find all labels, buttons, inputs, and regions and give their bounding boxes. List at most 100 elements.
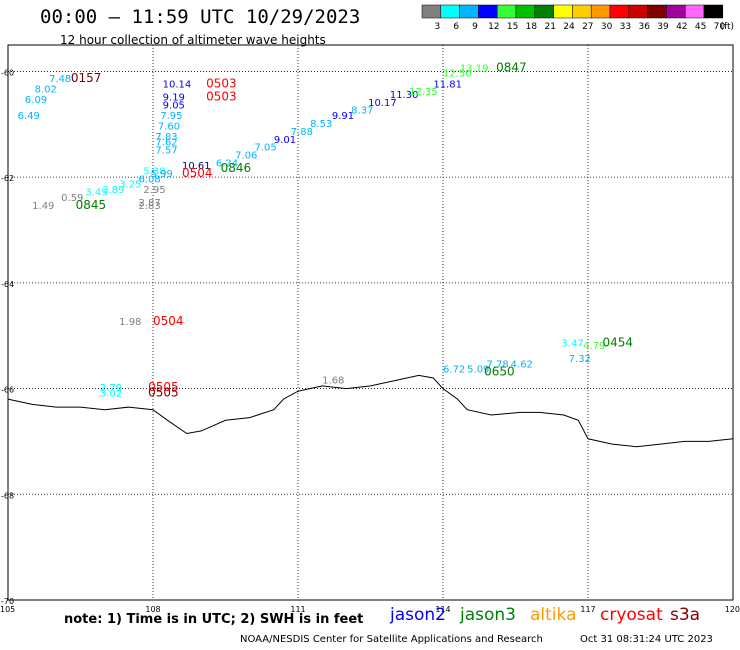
wave-height-label: 2.79 <box>100 383 122 394</box>
lat-tick-label: -66 <box>1 386 14 395</box>
wave-height-label: 8.02 <box>35 85 57 96</box>
lon-tick-label: 117 <box>580 605 595 614</box>
wave-height-label: 7.06 <box>235 151 257 162</box>
color-scale-label: 30 <box>601 22 613 32</box>
color-scale-label: 18 <box>526 22 538 32</box>
color-scale-swatch <box>666 4 686 19</box>
color-scale-swatch <box>553 4 573 19</box>
coastline <box>7 374 734 448</box>
wave-height-label: 10.14 <box>163 79 192 90</box>
color-scale-swatch <box>440 4 460 19</box>
color-scale-swatch <box>684 4 705 19</box>
wave-height-label: 3.02 <box>100 389 122 400</box>
wave-height-label: 9.01 <box>274 135 296 146</box>
pass-time-label: 0503 <box>206 76 237 90</box>
color-scale-swatch <box>421 4 442 19</box>
wave-height-label: 7.88 <box>291 127 313 138</box>
wave-height-label: 11.30 <box>390 90 419 101</box>
wave-height-label: 13.19 <box>460 63 489 74</box>
pass-time-label: 0503 <box>206 90 237 104</box>
pass-time-label: 0847 <box>496 60 527 74</box>
satellite-legend-jason2: jason2 <box>390 605 446 625</box>
lon-tick-label: 108 <box>145 605 160 614</box>
pass-time-label: 0454 <box>603 335 634 349</box>
wave-height-label: 7.83 <box>155 132 177 143</box>
color-scale-label: 33 <box>620 22 631 32</box>
pass-time-label: 0650 <box>484 364 515 378</box>
wave-height-label: 9.19 <box>163 93 185 104</box>
color-scale-label: 24 <box>563 22 575 32</box>
page-subtitle: 12 hour collection of altimeter wave hei… <box>60 33 326 47</box>
wave-height-label: 6.09 <box>25 95 47 106</box>
color-scale-swatch <box>703 4 724 19</box>
pass-time-label: 0505 <box>148 386 179 400</box>
wave-height-label: 5.99 <box>151 169 173 180</box>
color-scale-unit: (ft) <box>720 22 734 32</box>
pass-time-label: 0504 <box>153 314 184 328</box>
wave-height-label: 4.62 <box>511 359 533 370</box>
wave-height-label: 7.32 <box>569 354 591 365</box>
wave-height-label: 6.49 <box>18 111 40 122</box>
footer-credit: NOAA/NESDIS Center for Satellite Applica… <box>240 634 543 645</box>
wave-height-label: 9.05 <box>163 100 185 111</box>
lat-tick-label: -70 <box>1 597 14 606</box>
wave-height-label: 0.59 <box>61 193 83 204</box>
color-scale-swatch <box>534 4 554 19</box>
color-scale-label: 9 <box>472 22 478 32</box>
wave-height-label: 8.53 <box>310 119 332 130</box>
lat-tick-label: -68 <box>1 491 14 500</box>
wave-height-label: 7.05 <box>255 143 277 154</box>
wave-height-label: 10.17 <box>368 98 397 109</box>
color-scale-label: 70 <box>714 22 726 32</box>
lat-tick-label: -62 <box>1 174 14 183</box>
wave-height-label: 6.24 <box>216 159 238 170</box>
wave-height-label: 12.50 <box>443 69 472 80</box>
pass-time-label: 0504 <box>182 166 213 180</box>
footer-note: note: 1) Time is in UTC; 2) SWH is in fe… <box>64 612 364 627</box>
color-scale-label: 42 <box>676 22 687 32</box>
lat-tick-label: -64 <box>1 280 14 289</box>
color-scale-swatch <box>496 4 517 19</box>
color-scale-label: 6 <box>453 22 459 32</box>
color-scale-label: 3 <box>435 22 441 32</box>
wave-height-label: 5.38 <box>143 167 165 178</box>
lon-tick-label: 120 <box>725 605 740 614</box>
footer-timestamp: Oct 31 08:31:24 UTC 2023 <box>580 634 713 645</box>
map-frame <box>7 44 734 601</box>
wave-height-label: 2.87 <box>139 198 161 209</box>
color-scale-swatch <box>572 4 592 19</box>
wave-height-label: 7.60 <box>158 122 180 133</box>
pass-time-label: 0845 <box>76 198 107 212</box>
page-title: 00:00 – 11:59 UTC 10/29/2023 <box>40 6 361 28</box>
wave-height-label: 2.95 <box>143 185 165 196</box>
color-scale-label: 45 <box>695 22 706 32</box>
wave-height-label: 3.25 <box>119 180 141 191</box>
color-scale-label: 36 <box>638 22 650 32</box>
wave-height-label: 3.45 <box>85 188 107 199</box>
wave-height-label: 4.79 <box>583 341 605 352</box>
satellite-legend-altika: altika <box>530 605 577 625</box>
color-scale-swatch <box>515 4 536 19</box>
wave-height-label: 7.48 <box>49 74 71 85</box>
color-scale-swatch <box>609 4 630 19</box>
wave-height-label: 1.68 <box>322 375 344 386</box>
wave-height-label: 10.61 <box>182 161 211 172</box>
wave-height-label: 1.98 <box>119 317 141 328</box>
lon-tick-label: 111 <box>290 605 305 614</box>
lon-tick-label: 114 <box>435 605 450 614</box>
wave-height-label: 7.78 <box>487 359 509 370</box>
color-scale-label: 27 <box>582 22 593 32</box>
wave-height-label: 6.72 <box>443 365 465 376</box>
color-scale-label: 15 <box>507 22 518 32</box>
wave-height-label: 8.37 <box>351 106 373 117</box>
color-scale-label: 12 <box>488 22 499 32</box>
wave-height-label: 6.08 <box>139 174 161 185</box>
color-scale-swatch <box>478 4 498 19</box>
wave-height-label: 1.49 <box>32 201 54 212</box>
pass-time-label: 0157 <box>71 71 102 85</box>
satellite-legend-cryosat: cryosat <box>600 605 663 625</box>
pass-time-label: 0505 <box>148 380 179 394</box>
lat-tick-label: -60 <box>1 68 14 77</box>
wave-height-label: 3.89 <box>102 185 124 196</box>
color-scale-label: 21 <box>544 22 555 32</box>
